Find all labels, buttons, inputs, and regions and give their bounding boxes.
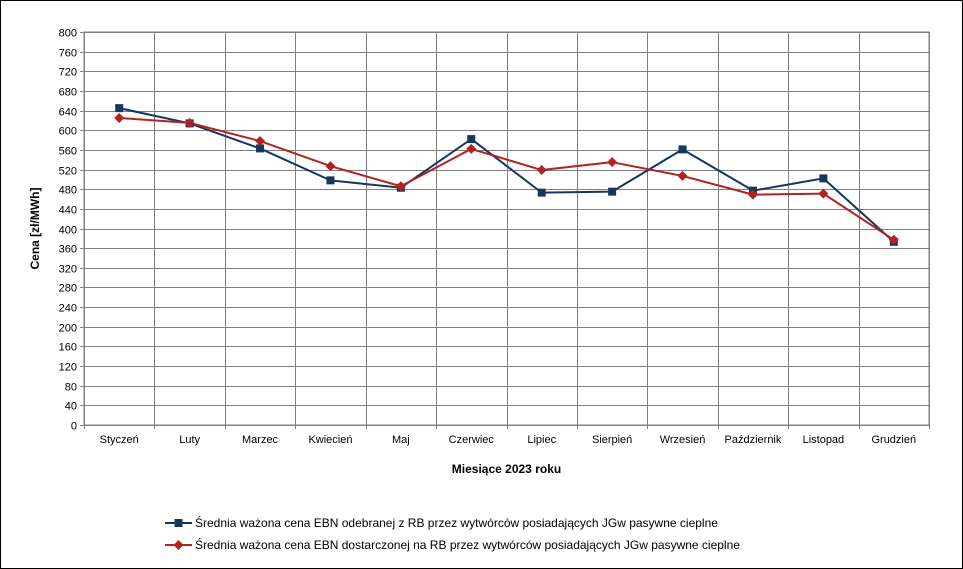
- series-2-point: [114, 112, 125, 123]
- x-tick-label: Wrzesień: [660, 434, 706, 446]
- series-2-point: [607, 157, 618, 168]
- y-tick-label: 160: [59, 342, 77, 354]
- x-tick-label: Kwiecień: [308, 434, 352, 446]
- legend-marker: [173, 540, 184, 550]
- y-axis-ticks: 0 40 80 120 160 200 240 280 320 360 400 440 480 520 56…: [59, 28, 84, 433]
- plot-area: [83, 31, 930, 426]
- grid-layer: [84, 32, 930, 426]
- x-tick-label: Lipiec: [527, 434, 556, 446]
- y-tick-label: 520: [59, 166, 77, 178]
- series-2-point: [818, 188, 829, 199]
- series-1-point: [115, 104, 124, 113]
- x-tick-label: Grudzień: [871, 434, 916, 446]
- series-2-point: [466, 143, 477, 154]
- y-tick-label: 0: [71, 421, 77, 433]
- y-tick-label: 400: [59, 225, 77, 237]
- x-tick-label: Czerwiec: [449, 434, 495, 446]
- y-tick-label: 720: [59, 67, 77, 79]
- series-2-point: [395, 181, 406, 192]
- y-tick-label: 640: [59, 107, 77, 119]
- series-1-point: [326, 176, 335, 185]
- x-axis-ticks: Styczeń Luty Marzec Kwiecień Maj Czerwiec Lipi…: [84, 425, 930, 446]
- series-1-point: [678, 145, 687, 154]
- legend-label: Średnia ważona cena EBN dostarczonej na …: [195, 537, 740, 552]
- series-1-point: [608, 187, 617, 196]
- y-tick-label: 680: [59, 87, 77, 99]
- y-tick-label: 440: [59, 205, 77, 217]
- y-tick-label: 760: [59, 48, 77, 60]
- y-tick-label: 280: [59, 283, 77, 295]
- x-tick-label: Listopad: [803, 434, 845, 446]
- y-tick-label: 560: [59, 146, 77, 158]
- y-tick-label: 360: [59, 244, 77, 256]
- x-tick-label: Marzec: [242, 434, 279, 446]
- series-1-point: [537, 188, 546, 197]
- series-2-point: [255, 136, 266, 147]
- series-layer: [114, 104, 899, 246]
- x-tick-label: Październik: [725, 434, 782, 446]
- y-tick-label: 480: [59, 185, 77, 197]
- x-tick-label: Sierpień: [592, 434, 632, 446]
- series-1-point: [819, 174, 828, 183]
- series-2: [114, 112, 899, 245]
- series-2-point: [677, 170, 688, 181]
- y-tick-label: 80: [65, 382, 77, 394]
- x-tick-label: Styczeń: [100, 434, 139, 446]
- x-axis-title: Miesiące 2023 roku: [452, 462, 561, 476]
- series-1-point: [467, 135, 476, 144]
- y-tick-label: 120: [59, 362, 77, 374]
- series-2-point: [747, 189, 758, 200]
- legend-label: Średnia ważona cena EBN odebranej z RB p…: [195, 515, 718, 530]
- series-1-point: [256, 144, 265, 153]
- legend-item-1: Średnia ważona cena EBN odebranej z RB p…: [165, 515, 718, 530]
- x-tick-label: Luty: [179, 434, 200, 446]
- series-2-point: [536, 165, 547, 176]
- y-tick-label: 240: [59, 303, 77, 315]
- x-tick-label: Maj: [392, 434, 410, 446]
- legend: Średnia ważona cena EBN odebranej z RB p…: [165, 515, 740, 552]
- series-2-point: [184, 117, 195, 128]
- y-tick-label: 40: [65, 401, 77, 413]
- y-tick-label: 320: [59, 264, 77, 276]
- y-tick-label: 800: [59, 28, 77, 40]
- series-1-line: [118, 107, 895, 243]
- legend-item-2: Średnia ważona cena EBN dostarczonej na …: [165, 537, 740, 552]
- legend-marker: [174, 519, 183, 527]
- series-2-point: [888, 234, 899, 245]
- series-1: [115, 104, 898, 246]
- y-tick-label: 600: [59, 126, 77, 138]
- y-tick-label: 200: [59, 323, 77, 335]
- series-2-line: [119, 116, 895, 241]
- series-2-point: [325, 161, 336, 172]
- y-axis-title: Cena [zł/MWh]: [28, 188, 42, 270]
